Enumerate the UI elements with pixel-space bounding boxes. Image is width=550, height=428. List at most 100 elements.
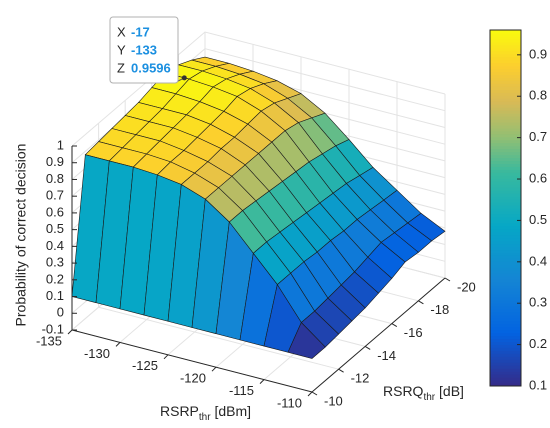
colorbar-strip <box>490 249 521 253</box>
colorbar-strip <box>490 101 521 105</box>
colorbar-strip <box>490 225 521 230</box>
colorbar-strip <box>490 77 521 81</box>
colorbar-tick-label: 0.1 <box>529 377 547 392</box>
colorbar-strip <box>490 279 521 283</box>
x-tick-label: -18 <box>430 302 449 317</box>
colorbar-strip <box>490 308 521 313</box>
colorbar-tick-label: 0.5 <box>529 212 547 227</box>
colorbar-strip <box>490 299 521 304</box>
colorbar-strip <box>490 38 521 43</box>
colorbar-strip <box>490 305 521 310</box>
colorbar-strip <box>490 47 521 52</box>
colorbar-strip <box>490 80 521 84</box>
colorbar-strip <box>490 344 521 348</box>
colorbar-strip <box>490 291 521 295</box>
y-tick-label: -135 <box>36 333 62 348</box>
colorbar-strip <box>490 157 521 162</box>
colorbar-strip <box>490 359 521 363</box>
datatip-name: X <box>117 24 126 39</box>
z-tick-label: 0.1 <box>46 288 64 303</box>
z-tick-label: 0 <box>57 305 64 320</box>
y-tick-label: -125 <box>132 358 158 373</box>
colorbar-strip <box>490 255 521 259</box>
colorbar-strip <box>490 377 521 381</box>
colorbar-strip <box>490 264 521 268</box>
colorbar-strip <box>490 323 521 328</box>
colorbar-strip <box>490 178 521 182</box>
y-axis-title-unit: [dBm] <box>211 403 251 419</box>
colorbar-strip <box>490 267 521 271</box>
y-tick <box>259 379 265 384</box>
colorbar-tick-label: 0.7 <box>529 129 547 144</box>
colorbar-strip <box>490 383 521 387</box>
y-tick-label: -120 <box>180 371 206 386</box>
colorbar-strip <box>490 124 521 129</box>
colorbar-strip <box>490 353 521 357</box>
colorbar: 0.1 0.2 0.3 0.4 0.5 0.6 0.7 0.8 0.9 <box>489 29 547 392</box>
colorbar-strip <box>490 139 521 144</box>
colorbar-strip <box>490 371 521 375</box>
colorbar-strip <box>490 243 521 248</box>
colorbar-tick-label: 0.8 <box>529 88 547 103</box>
colorbar-strip <box>490 210 521 215</box>
datatip-name: Y <box>117 42 126 57</box>
colorbar-tick-label: 0.4 <box>529 253 547 268</box>
colorbar-strip <box>490 288 521 292</box>
colorbar-strip <box>490 110 521 114</box>
colorbar-strip <box>490 148 521 153</box>
colorbar-strip <box>490 160 521 164</box>
colorbar-strip <box>490 32 521 37</box>
colorbar-strip <box>490 338 521 342</box>
colorbar-strip <box>490 196 521 200</box>
y-tick-label: -130 <box>84 346 110 361</box>
colorbar-strip <box>490 107 521 111</box>
x-tick <box>338 368 344 373</box>
colorbar-strip <box>490 130 521 135</box>
y-tick <box>307 391 313 397</box>
y-tick <box>115 342 121 347</box>
colorbar-strip <box>490 95 521 99</box>
colorbar-strip <box>490 240 521 245</box>
x-axis-title-main: RSRQ <box>383 383 424 399</box>
colorbar-strip <box>490 181 521 185</box>
colorbar-tick-label: 0.3 <box>529 295 547 310</box>
colorbar-strip <box>490 89 521 93</box>
z-tick-label: 0.9 <box>46 154 64 169</box>
colorbar-strip <box>490 113 521 117</box>
colorbar-strip <box>490 231 521 236</box>
colorbar-strip <box>490 127 521 132</box>
colorbar-strip <box>490 362 521 366</box>
z-tick-label: 0.6 <box>46 204 64 219</box>
colorbar-strip <box>490 347 521 351</box>
z-tick-label: 0.4 <box>46 238 64 253</box>
colorbar-strip <box>490 86 521 90</box>
colorbar-strip <box>490 163 521 167</box>
colorbar-strip <box>490 74 521 78</box>
colorbar-strip <box>490 228 521 233</box>
datatip-box <box>109 16 179 84</box>
colorbar-strip <box>490 190 521 194</box>
datatip-value: -17 <box>131 24 150 39</box>
colorbar-frame <box>489 29 522 387</box>
colorbar-strip <box>490 136 521 141</box>
surface-face <box>287 321 326 359</box>
colorbar-strip <box>490 202 521 206</box>
colorbar-strip <box>490 92 521 96</box>
colorbar-strip <box>490 187 521 191</box>
x-tick-label: -16 <box>404 325 423 340</box>
x-tick <box>418 300 424 305</box>
colorbar-strip <box>490 119 521 123</box>
colorbar-strip <box>490 184 521 188</box>
colorbar-strip <box>490 35 521 40</box>
x-axis-title-unit: [dB] <box>435 383 464 399</box>
colorbar-strip <box>490 314 521 319</box>
colorbar-strip <box>490 219 521 224</box>
colorbar-strip <box>490 205 521 209</box>
colorbar-strip <box>490 365 521 369</box>
colorbar-strip <box>490 374 521 378</box>
colorbar-strip <box>490 145 521 150</box>
z-axis-title: Probability of correct decision <box>13 144 29 327</box>
colorbar-strip <box>490 65 521 70</box>
axis-line <box>71 146 446 393</box>
colorbar-strip <box>490 332 521 337</box>
